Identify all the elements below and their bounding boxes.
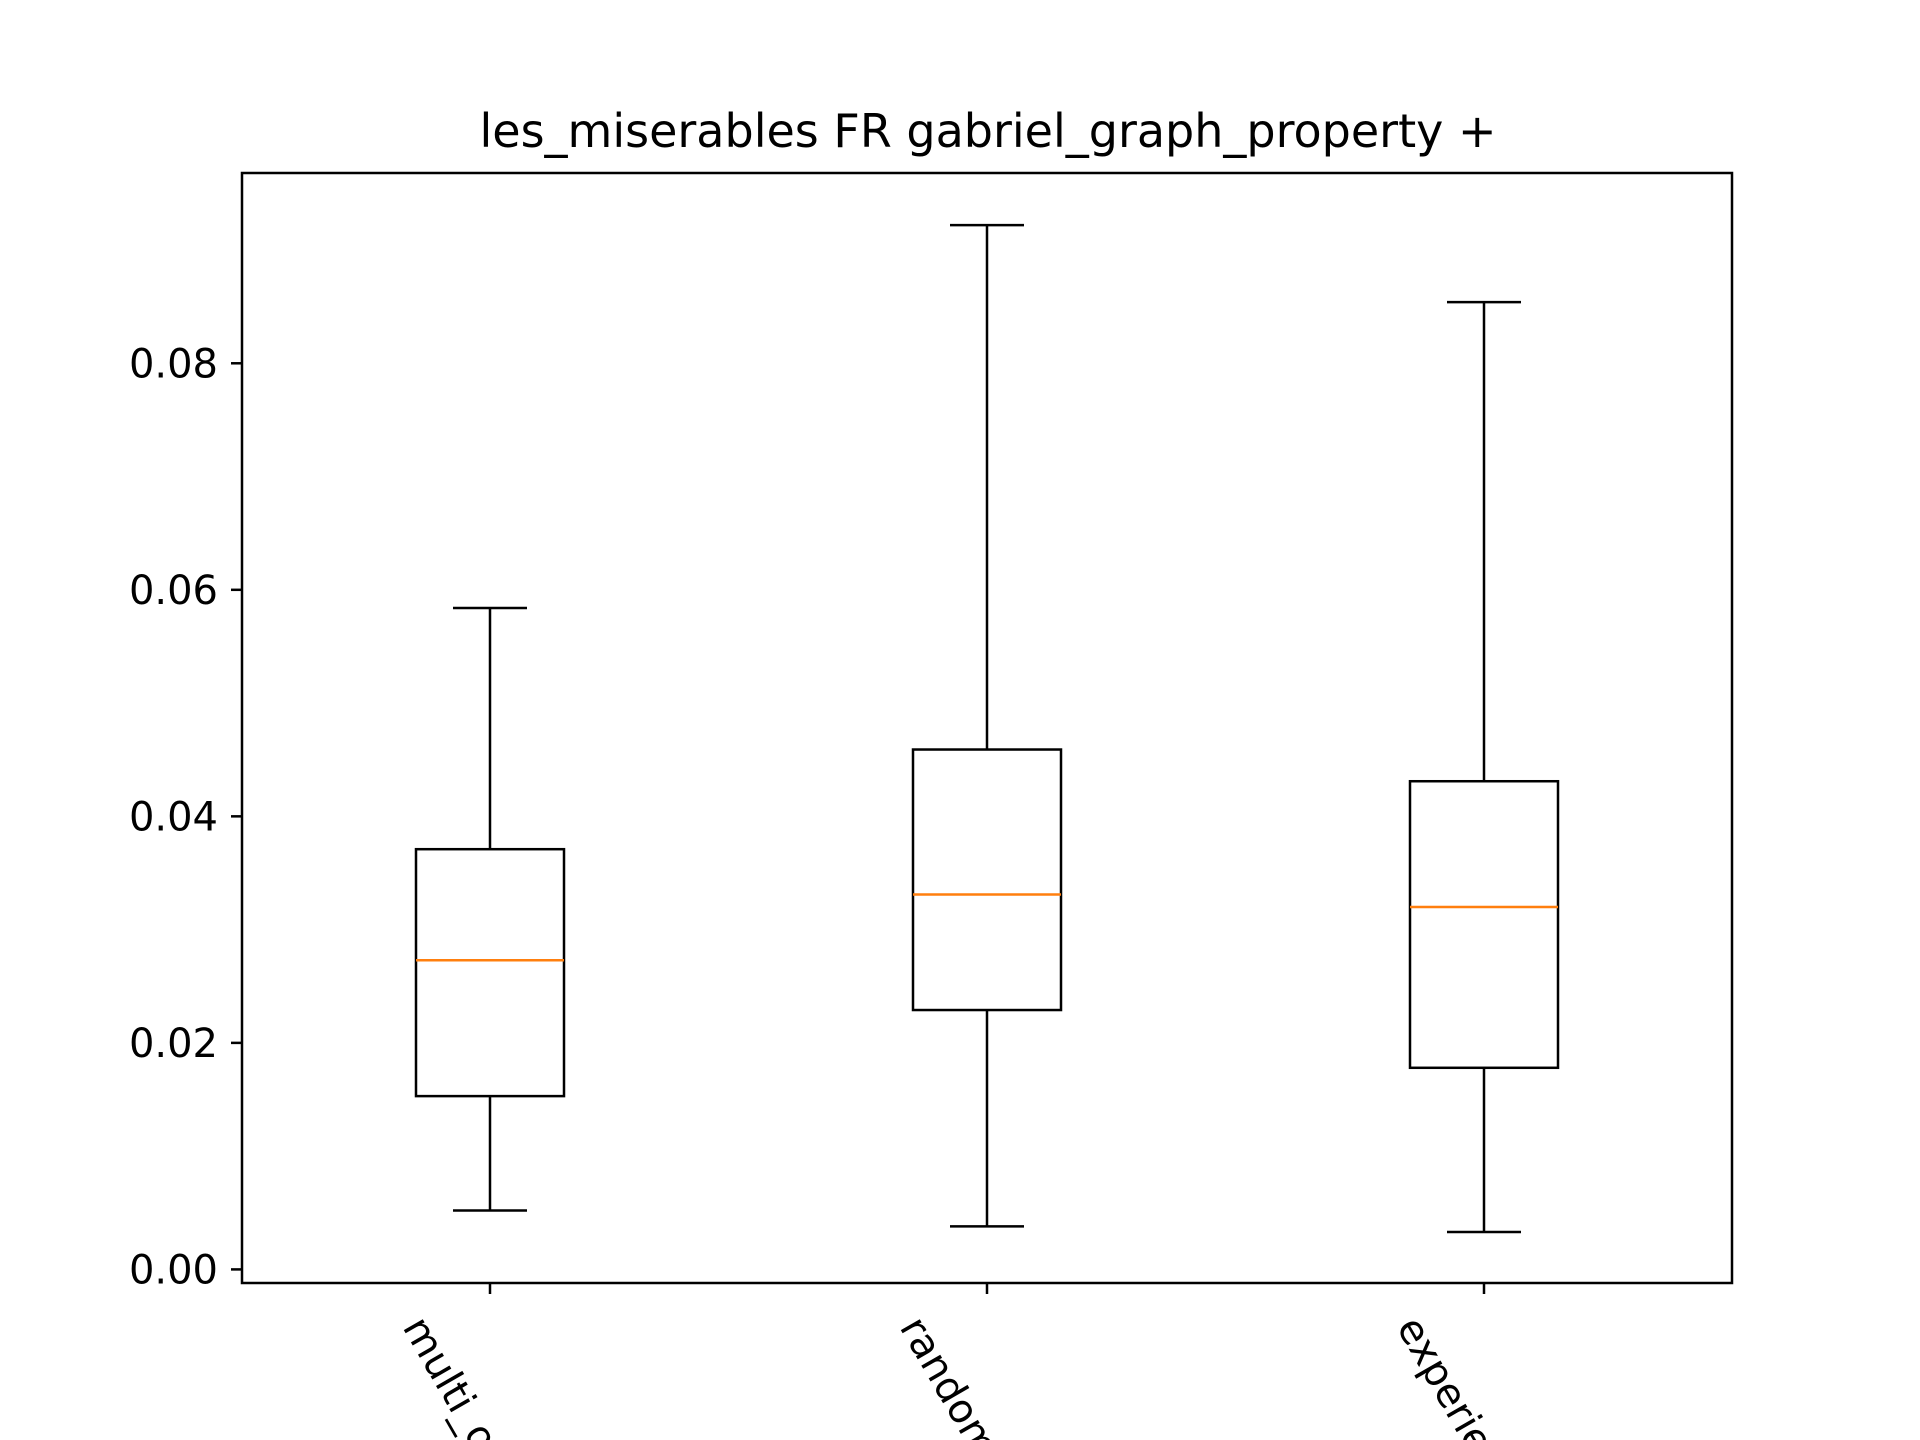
x-tick-label: experie [1387,1309,1502,1440]
x-tick-label: random [890,1309,1007,1440]
y-tick-label: 0.06 [129,568,218,614]
box-iqr [414,847,566,1098]
plot-area: 0.00 0.02 0.04 0.06 0.08 multi_o random experie [129,223,1560,1440]
y-tick-label: 0.08 [129,341,218,387]
x-tick-label: multi_o [393,1309,506,1440]
box-iqr [1408,779,1560,1070]
y-tick-label: 0.04 [129,794,218,840]
chart-title: les_miserables FR gabriel_graph_property… [479,104,1496,158]
box-iqr [911,748,1063,1012]
plot-frame [240,171,1734,1285]
y-tick-label: 0.02 [129,1021,218,1067]
y-tick-label: 0.00 [129,1247,218,1293]
